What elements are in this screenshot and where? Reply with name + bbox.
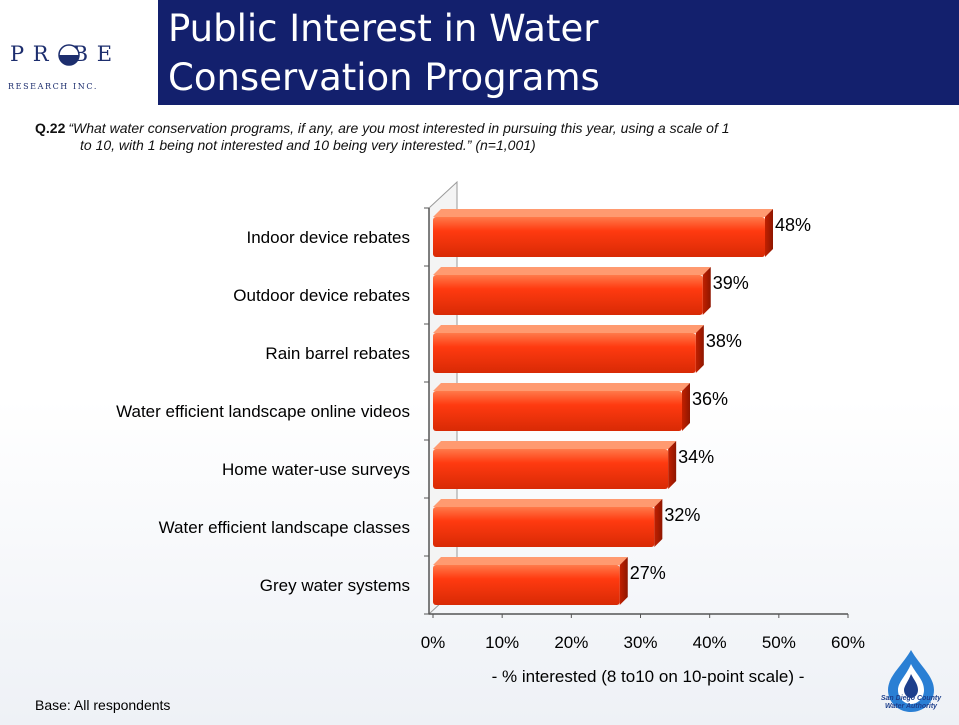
bar	[433, 333, 696, 373]
category-label: Water efficient landscape online videos	[116, 402, 410, 421]
bar	[433, 391, 682, 431]
logo-wordmark: P R B E	[10, 42, 114, 66]
x-tick-label: 10%	[485, 633, 519, 652]
category-label: Indoor device rebates	[247, 228, 411, 247]
bar-end-cap	[695, 325, 704, 373]
question-line-1: “What water conservation programs, if an…	[68, 120, 730, 136]
base-note: Base: All respondents	[35, 697, 171, 713]
value-label: 38%	[706, 331, 742, 351]
x-tick-label: 50%	[762, 633, 796, 652]
category-label: Water efficient landscape classes	[159, 518, 410, 537]
category-label: Home water-use surveys	[222, 460, 410, 479]
bar-end-cap	[682, 383, 690, 431]
value-label: 32%	[664, 505, 700, 525]
bar-end-cap	[654, 499, 663, 547]
category-label: Rain barrel rebates	[265, 344, 410, 363]
x-tick-label: 0%	[421, 633, 446, 652]
logo-subtitle: RESEARCH INC.	[8, 82, 98, 91]
bar	[433, 565, 620, 605]
bar	[433, 217, 765, 257]
bar	[433, 275, 703, 315]
sdcwa-line-2: Water Authority	[884, 703, 938, 710]
bar-end-cap	[619, 557, 628, 605]
value-label: 39%	[713, 273, 749, 293]
category-label: Grey water systems	[260, 576, 410, 595]
value-label: 34%	[678, 447, 714, 467]
bar-top-face	[433, 267, 711, 275]
bar-top-face	[433, 441, 677, 449]
value-label: 27%	[630, 563, 666, 583]
sdcwa-logo-text: San Diego County Water Authority	[868, 695, 954, 711]
bar-top-face	[433, 209, 773, 217]
sdcwa-drop-logo-icon	[888, 650, 934, 712]
bar-top-face	[433, 325, 704, 333]
bar-end-cap	[765, 209, 773, 257]
page-title: Public Interest in Water Conservation Pr…	[168, 7, 600, 99]
bar-top-face	[433, 383, 690, 391]
bar	[433, 449, 669, 489]
x-tick-label: 60%	[831, 633, 865, 652]
bar-end-cap	[702, 267, 711, 315]
bar	[433, 507, 655, 547]
category-label: Outdoor device rebates	[233, 286, 410, 305]
bar-top-face	[433, 557, 628, 565]
probe-logo: P R B E RESEARCH INC.	[0, 0, 158, 105]
logo-o-icon	[58, 44, 80, 66]
bar-chart: Indoor device rebates Outdoor device reba…	[116, 180, 865, 686]
question-text: Q.22 “What water conservation programs, i…	[35, 120, 940, 154]
value-label: 36%	[692, 389, 728, 409]
value-label: 48%	[775, 215, 811, 235]
x-axis-label: - % interested (8 to10 on 10-point scale…	[492, 667, 805, 686]
question-number: Q.22	[35, 120, 66, 136]
question-line-2: to 10, with 1 being not interested and 1…	[80, 137, 536, 153]
x-tick-label: 20%	[554, 633, 588, 652]
x-tick-label: 30%	[623, 633, 657, 652]
bar-end-cap	[668, 441, 677, 489]
bar-top-face	[433, 499, 663, 507]
title-band	[158, 0, 959, 105]
x-tick-label: 40%	[693, 633, 727, 652]
sdcwa-line-1: San Diego County	[880, 695, 942, 702]
